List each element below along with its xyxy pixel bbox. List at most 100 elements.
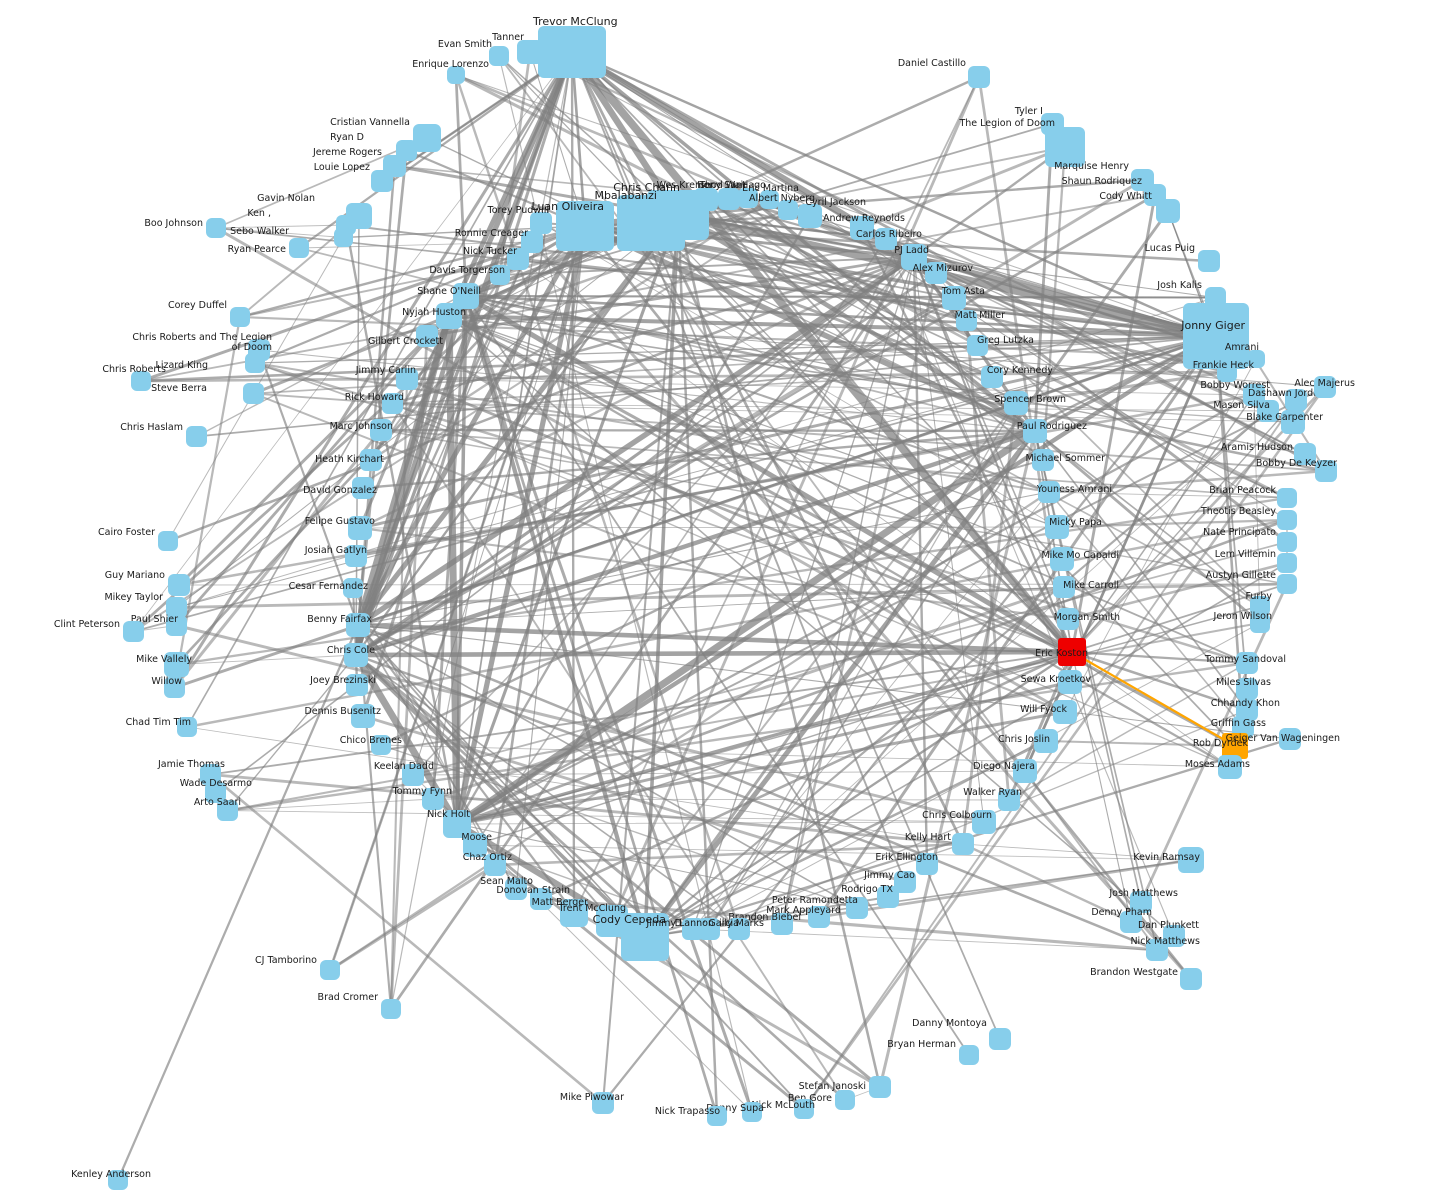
graph-node[interactable] — [1180, 968, 1202, 990]
graph-node[interactable] — [164, 652, 189, 677]
graph-node[interactable] — [742, 1102, 762, 1122]
graph-node[interactable] — [505, 878, 527, 900]
graph-node[interactable] — [447, 66, 465, 84]
graph-node[interactable] — [1058, 670, 1082, 694]
graph-node[interactable] — [967, 335, 988, 356]
graph-node[interactable] — [1053, 576, 1075, 598]
graph-node[interactable] — [959, 1045, 979, 1065]
graph-node[interactable] — [346, 613, 370, 637]
graph-node[interactable] — [682, 918, 704, 940]
graph-node[interactable] — [1120, 911, 1142, 933]
graph-node[interactable] — [728, 918, 750, 940]
graph-node[interactable] — [869, 1076, 891, 1098]
graph-node[interactable] — [463, 833, 487, 857]
graph-node[interactable] — [413, 124, 441, 152]
graph-node[interactable] — [166, 597, 187, 618]
graph-node[interactable] — [230, 307, 250, 327]
graph-node[interactable] — [1013, 759, 1037, 783]
graph-node[interactable] — [1045, 127, 1085, 167]
graph-node[interactable] — [289, 238, 309, 258]
graph-node[interactable] — [972, 810, 996, 834]
graph-node[interactable] — [346, 674, 368, 696]
graph-node[interactable] — [617, 195, 685, 251]
graph-node[interactable] — [560, 899, 588, 927]
graph-node[interactable] — [1277, 510, 1297, 530]
graph-node[interactable] — [956, 310, 977, 331]
graph-node[interactable] — [592, 1092, 614, 1114]
graph-node[interactable] — [402, 764, 424, 786]
graph-node[interactable] — [621, 913, 669, 961]
graph-node[interactable] — [998, 789, 1020, 811]
graph-node[interactable] — [1198, 250, 1220, 272]
graph-node[interactable] — [1023, 419, 1047, 443]
graph-node[interactable] — [556, 201, 614, 251]
graph-node[interactable] — [334, 228, 353, 247]
graph-node[interactable] — [538, 26, 606, 78]
graph-node[interactable] — [738, 188, 758, 208]
graph-node[interactable] — [1004, 391, 1028, 415]
graph-node[interactable] — [771, 913, 793, 935]
graph-node[interactable] — [245, 353, 265, 373]
graph-node[interactable] — [798, 204, 822, 228]
graph-node[interactable] — [343, 578, 363, 598]
graph-node[interactable] — [894, 871, 916, 893]
graph-node[interactable] — [371, 735, 391, 755]
graph-node[interactable] — [846, 897, 868, 919]
graph-node[interactable] — [1205, 287, 1226, 308]
graph-node[interactable] — [760, 190, 779, 209]
graph-node[interactable] — [158, 531, 178, 551]
graph-node[interactable] — [1217, 362, 1237, 382]
graph-node[interactable] — [168, 574, 190, 596]
graph-node[interactable] — [1250, 596, 1270, 616]
graph-node[interactable] — [1178, 847, 1204, 873]
graph-node[interactable] — [1032, 449, 1054, 471]
graph-node[interactable] — [850, 216, 874, 240]
graph-node[interactable] — [320, 960, 340, 980]
graph-node[interactable] — [1277, 574, 1297, 594]
graph-node[interactable] — [1146, 939, 1168, 961]
graph-node[interactable] — [348, 516, 372, 540]
graph-node[interactable] — [1257, 400, 1279, 422]
graph-node[interactable] — [517, 40, 543, 64]
graph-node[interactable] — [1277, 553, 1297, 573]
graph-node[interactable] — [164, 677, 185, 698]
graph-node[interactable] — [371, 170, 393, 192]
graph-node[interactable] — [489, 46, 509, 66]
graph-node[interactable] — [942, 286, 966, 310]
graph-node[interactable] — [901, 244, 927, 270]
graph-node[interactable] — [530, 888, 552, 910]
graph-node[interactable] — [507, 248, 529, 270]
graph-node[interactable] — [1294, 443, 1316, 465]
graph-node[interactable] — [123, 621, 144, 642]
graph-node[interactable] — [1218, 755, 1242, 779]
graph-node[interactable] — [243, 383, 264, 404]
graph-node[interactable] — [108, 1170, 128, 1190]
graph-node[interactable] — [1130, 891, 1152, 913]
graph-node[interactable] — [1163, 925, 1185, 947]
graph-node[interactable] — [490, 265, 510, 285]
graph-node[interactable] — [1315, 460, 1337, 482]
graph-node[interactable] — [1277, 488, 1297, 508]
graph-node[interactable] — [1314, 376, 1336, 398]
graph-node[interactable] — [206, 218, 226, 238]
graph-node[interactable] — [981, 366, 1003, 388]
graph-node[interactable] — [1222, 733, 1248, 759]
graph-node[interactable] — [205, 782, 226, 803]
graph-node[interactable] — [1236, 678, 1258, 700]
graph-node[interactable] — [422, 788, 444, 810]
graph-node[interactable] — [808, 906, 830, 928]
graph-node[interactable] — [1057, 608, 1079, 630]
graph-node[interactable] — [925, 262, 947, 284]
graph-node[interactable] — [1281, 410, 1305, 434]
graph-node[interactable] — [381, 999, 401, 1019]
graph-node[interactable] — [351, 704, 375, 728]
graph-node[interactable] — [370, 419, 392, 441]
graph-node[interactable] — [530, 212, 552, 234]
graph-node[interactable] — [1045, 515, 1069, 539]
graph-node[interactable] — [360, 449, 382, 471]
graph-node[interactable] — [968, 66, 990, 88]
graph-node[interactable] — [177, 717, 197, 737]
graph-node[interactable] — [1053, 700, 1077, 724]
graph-node[interactable] — [835, 1090, 855, 1110]
